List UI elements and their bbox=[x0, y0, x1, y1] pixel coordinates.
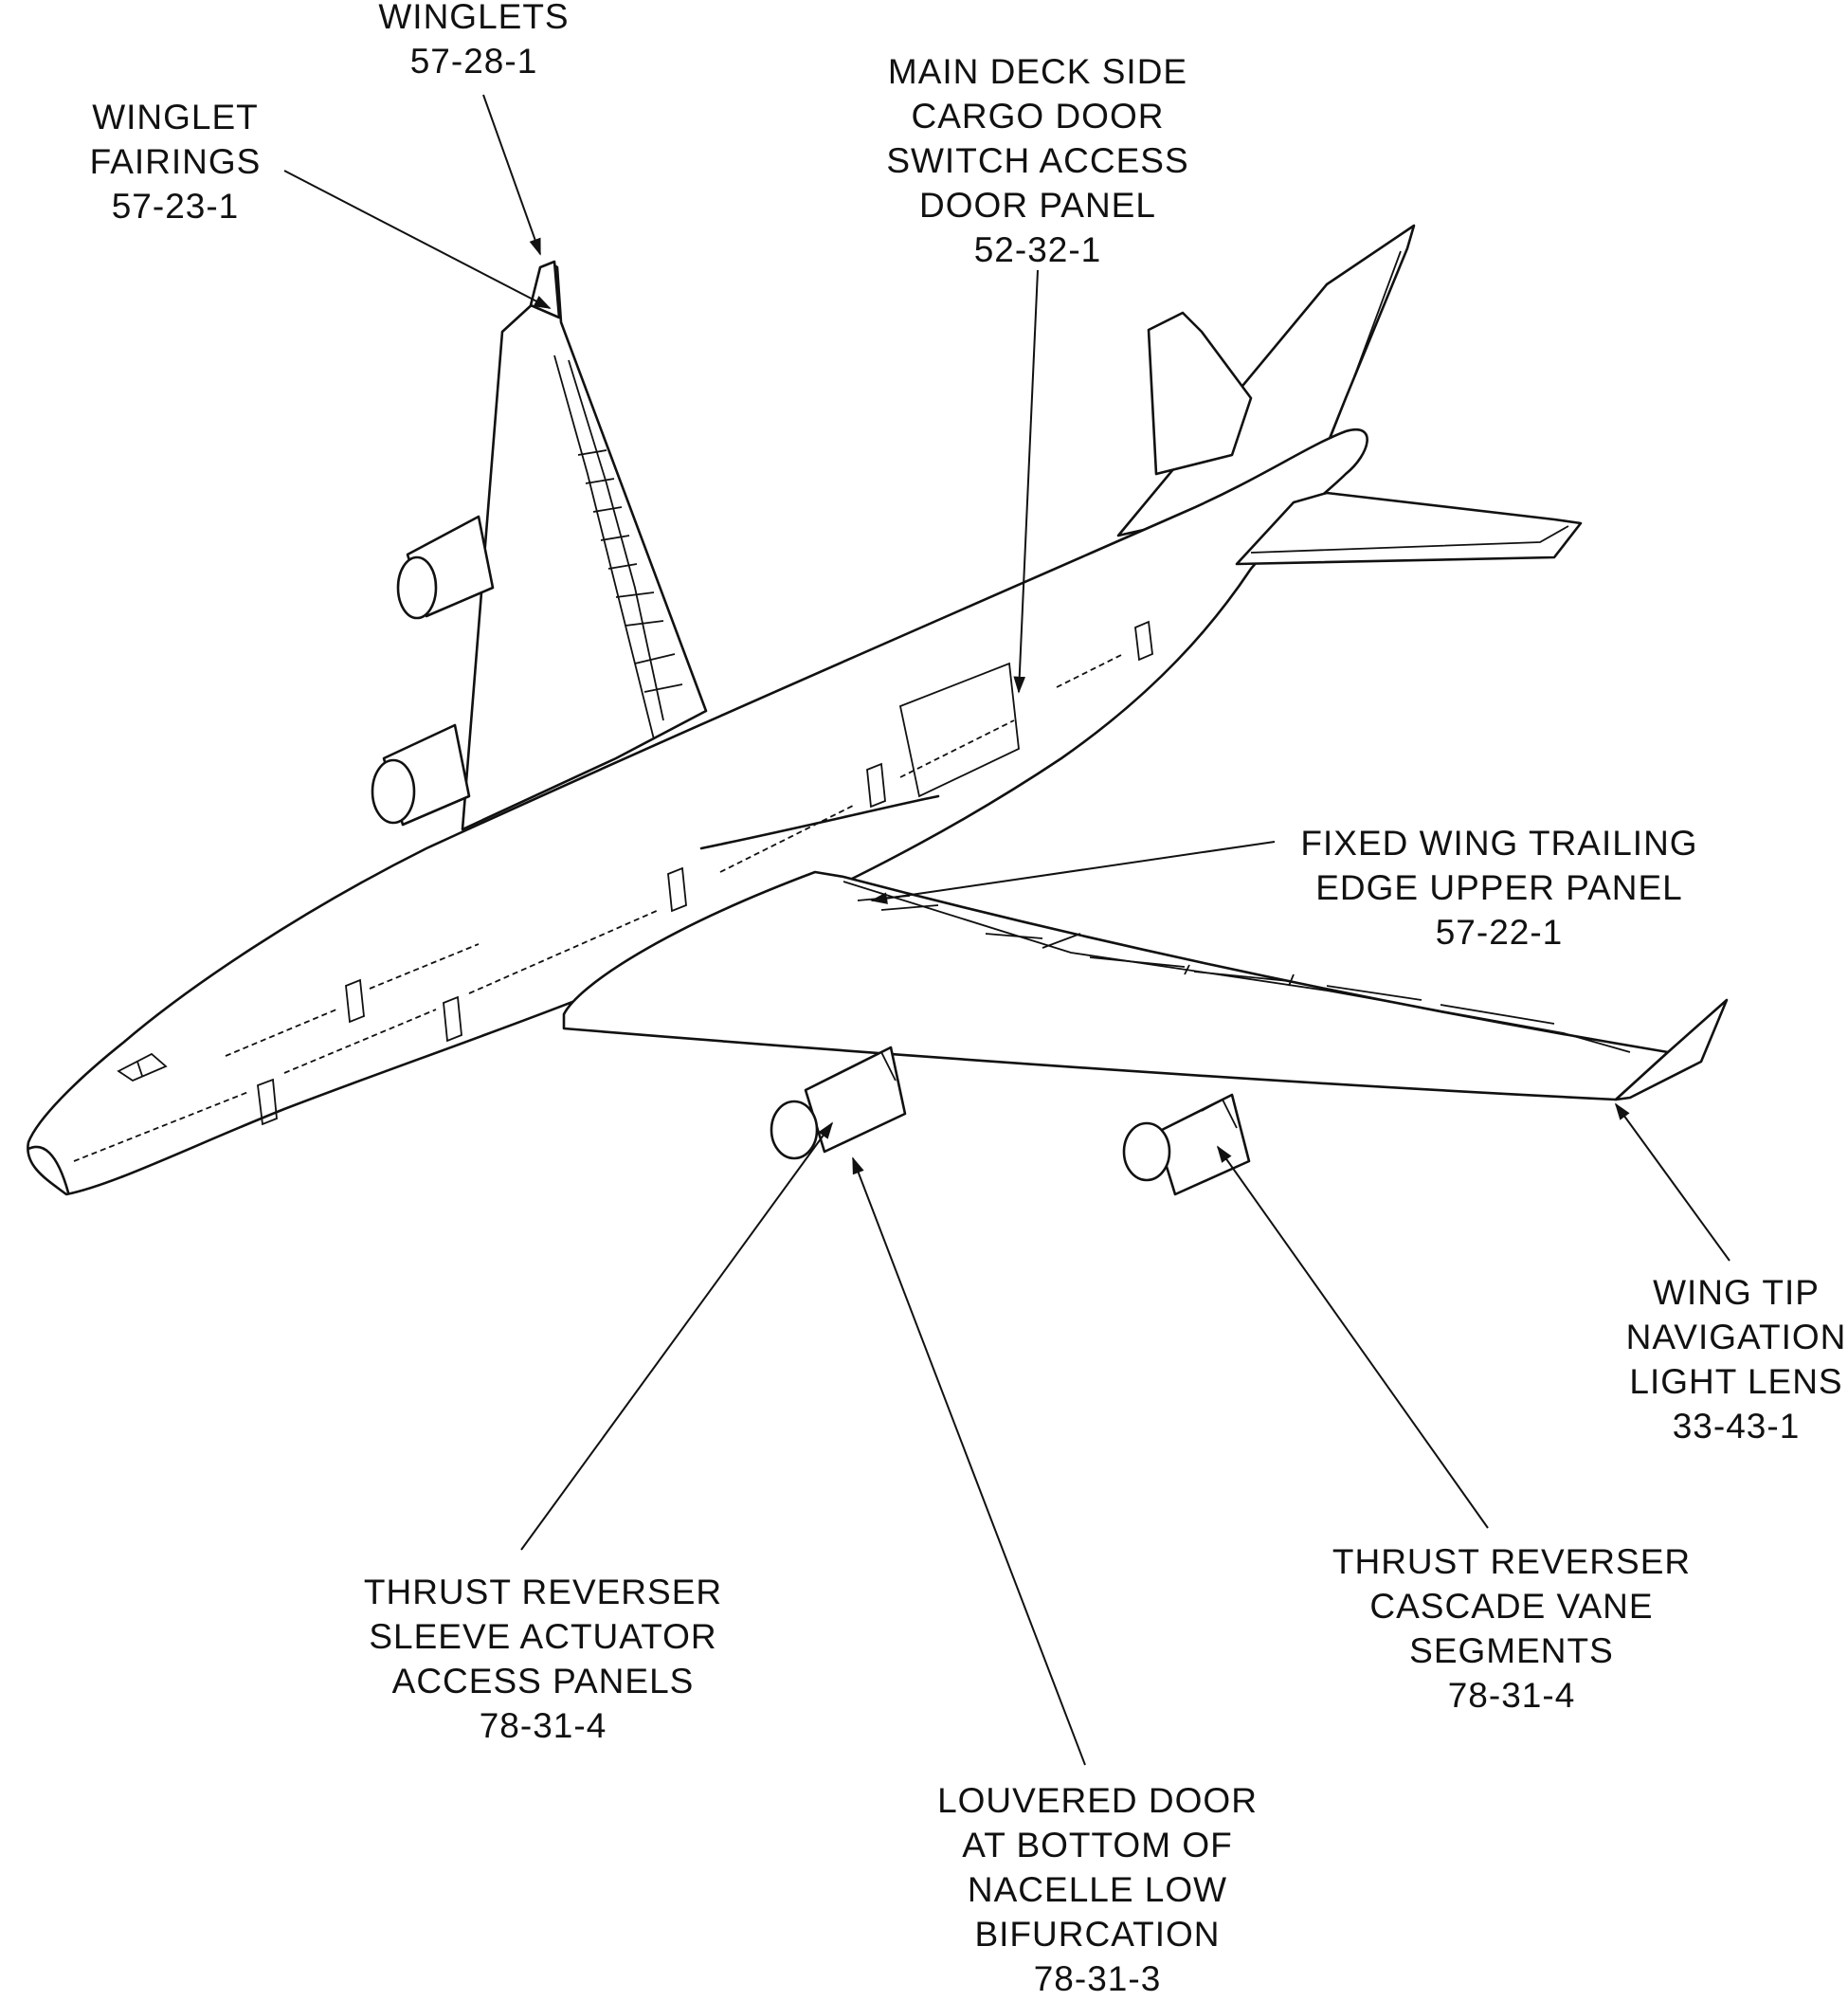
leader-nav-light-lens bbox=[1614, 1102, 1730, 1262]
leader-winglet-fairings bbox=[283, 170, 552, 309]
label-cascade-vane: THRUST REVERSER CASCADE VANE SEGMENTS 78… bbox=[1332, 1542, 1692, 1715]
side-cargo-door bbox=[898, 662, 1020, 798]
near-horizontal-stabilizer bbox=[1235, 491, 1583, 566]
far-engine-outboard bbox=[396, 515, 495, 620]
near-engine-outboard bbox=[1122, 1093, 1251, 1196]
far-horizontal-stabilizer bbox=[1147, 311, 1253, 476]
label-nav-light-lens: WING TIP NAVIGATION LIGHT LENS 33-43-1 bbox=[1625, 1273, 1847, 1446]
label-winglet-fairings: WINGLET FAIRINGS 57-23-1 bbox=[89, 98, 262, 226]
window-rows bbox=[73, 653, 1124, 1162]
fuselage-doors bbox=[257, 620, 1153, 1126]
leader-cargo-door-panel bbox=[1013, 269, 1039, 694]
far-engine-inboard bbox=[371, 723, 471, 827]
leader-cascade-vane bbox=[1216, 1145, 1489, 1529]
leader-winglets bbox=[482, 94, 541, 256]
leader-sleeve-actuator bbox=[520, 1121, 834, 1551]
fuselage bbox=[27, 428, 1368, 1196]
far-wing bbox=[461, 262, 708, 831]
label-trailing-edge-panel: FIXED WING TRAILING EDGE UPPER PANEL 57-… bbox=[1300, 824, 1698, 952]
label-cargo-door-panel: MAIN DECK SIDE CARGO DOOR SWITCH ACCESS … bbox=[886, 52, 1189, 269]
near-engine-inboard bbox=[770, 1046, 907, 1160]
leader-louvered-door bbox=[852, 1156, 1086, 1766]
label-sleeve-actuator: THRUST REVERSER SLEEVE ACTUATOR ACCESS P… bbox=[363, 1573, 723, 1745]
label-louvered-door: LOUVERED DOOR AT BOTTOM OF NACELLE LOW B… bbox=[937, 1781, 1258, 1998]
label-winglets: WINGLETS 57-28-1 bbox=[378, 0, 570, 81]
leader-trailing-edge bbox=[870, 841, 1276, 904]
near-winglet bbox=[1614, 998, 1729, 1101]
leader-lines bbox=[283, 94, 1730, 1766]
